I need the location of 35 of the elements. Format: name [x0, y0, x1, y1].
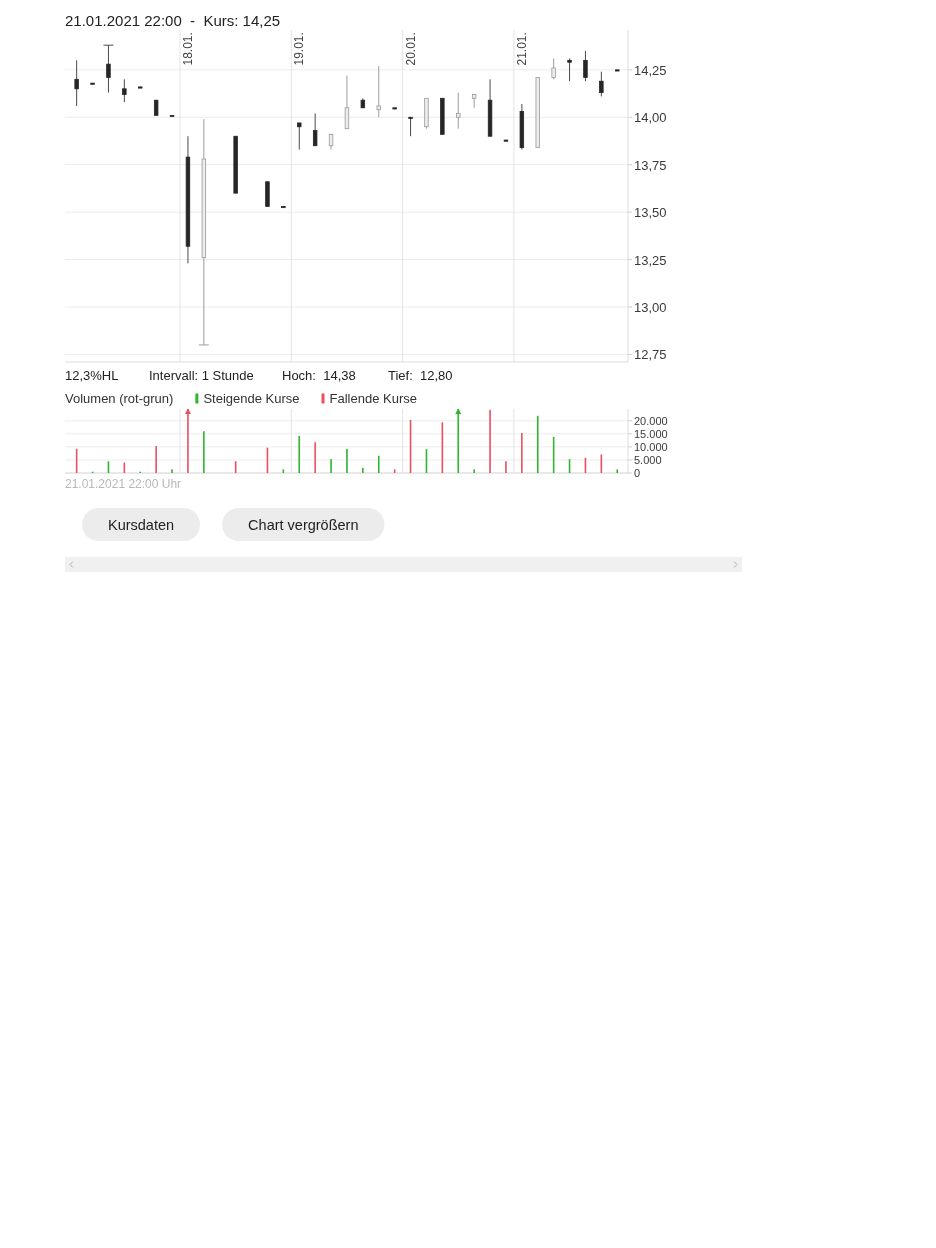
- x-tick-label: 18.01.: [180, 32, 195, 66]
- text: Tief: 12,80: [388, 368, 453, 383]
- candlestick: [599, 71, 604, 97]
- legend-label: Fallende Kurse: [329, 391, 417, 406]
- y-tick-label: 14,00: [634, 109, 667, 125]
- x-tick-label: 19.01.: [292, 32, 307, 66]
- text: Kursdaten: [108, 516, 175, 533]
- text: 12,3%HL: [65, 368, 119, 383]
- candlestick: [122, 78, 127, 103]
- chart-title: 21.01.2021 22:00 - Kurs: 14,25: [65, 12, 281, 29]
- candlestick: [583, 50, 588, 82]
- candlestick: [567, 57, 572, 82]
- text: 21.01.2021 22:00 Uhr: [65, 477, 182, 491]
- y-tick-label: 10.000: [634, 440, 668, 453]
- y-tick-label: 15.000: [634, 427, 668, 440]
- text: Chart vergrößern: [248, 516, 359, 533]
- y-tick-label: 13,50: [634, 204, 667, 220]
- y-tick-label: 13,25: [634, 252, 667, 268]
- text: Hoch: 14,38: [282, 368, 356, 383]
- text: Intervall: 1 Stunde: [149, 368, 254, 383]
- y-tick-label: 12,75: [634, 346, 667, 362]
- y-tick-label: 5.000: [634, 453, 662, 466]
- x-tick-label: 20.01.: [403, 32, 418, 66]
- y-tick-label: 13,75: [634, 157, 667, 173]
- y-tick-label: 20.000: [634, 414, 668, 427]
- legend-label: Steigende Kurse: [203, 391, 300, 406]
- candlestick: [312, 112, 318, 147]
- x-tick-label: 21.01.: [514, 32, 529, 66]
- candlestick: [408, 116, 413, 137]
- y-tick-label: 14,25: [634, 62, 667, 78]
- candlestick: [297, 122, 302, 151]
- legend-title: Volumen (rot-grun): [65, 391, 174, 406]
- y-tick-label: 13,00: [634, 299, 667, 315]
- y-tick-label: 0: [634, 467, 641, 479]
- candlestick: [74, 59, 79, 107]
